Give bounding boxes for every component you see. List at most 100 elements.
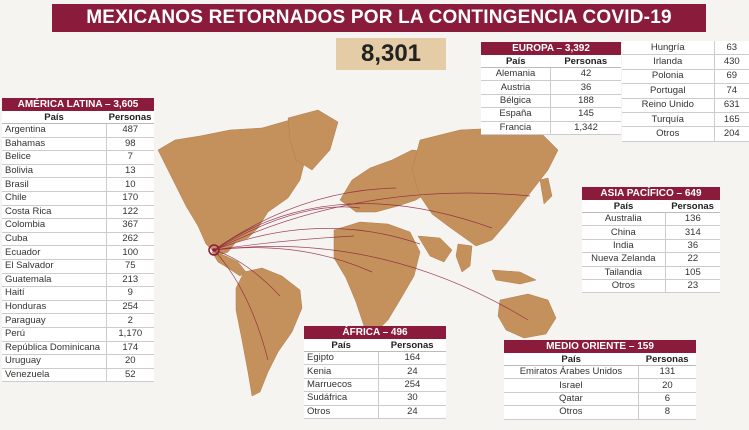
latam-row: Guatemala 213 bbox=[2, 273, 154, 288]
latam-row: Bahamas 98 bbox=[2, 137, 154, 152]
people-cell: 145 bbox=[549, 107, 621, 122]
people-cell: 74 bbox=[713, 83, 749, 99]
latam-row: Bolivia 13 bbox=[2, 164, 154, 179]
people-cell: 487 bbox=[105, 123, 154, 138]
medio-row: Emiratos Árabes Unidos 131 bbox=[504, 365, 696, 380]
people-cell: 262 bbox=[105, 232, 154, 247]
col-country: País bbox=[2, 111, 107, 124]
people-cell: 430 bbox=[713, 54, 749, 70]
country-cell: Austria bbox=[481, 80, 551, 95]
people-cell: 20 bbox=[637, 378, 696, 393]
arabia-shape bbox=[417, 235, 453, 263]
people-cell: 63 bbox=[713, 41, 749, 56]
latam-row: Haití 9 bbox=[2, 286, 154, 301]
country-cell: Hungría bbox=[622, 41, 714, 56]
country-cell: Polonia bbox=[622, 69, 714, 85]
medio-row: Qatar 6 bbox=[504, 392, 696, 407]
europa2-row: Polonia 69 bbox=[622, 69, 749, 85]
africa-panel: ÁFRICA – 496 País Personas Egipto 164 Keni… bbox=[304, 326, 446, 419]
africa-shape bbox=[333, 221, 421, 333]
europa2-row: Reino Unido 631 bbox=[622, 98, 749, 113]
people-cell: 136 bbox=[664, 212, 720, 227]
country-cell: Otros bbox=[304, 405, 379, 419]
latam-row: Chile 170 bbox=[2, 191, 154, 206]
country-cell: Reino Unido bbox=[622, 98, 714, 113]
country-cell: China bbox=[582, 225, 666, 240]
col-country: País bbox=[582, 200, 666, 213]
latam-row: Ecuador 100 bbox=[2, 245, 154, 260]
country-cell: Bolivia bbox=[2, 164, 107, 179]
page-title: MEXICANOS RETORNADOS POR LA CONTINGENCIA… bbox=[52, 4, 706, 32]
middle-east-header: MEDIO ORIENTE – 159 bbox=[504, 340, 696, 353]
people-cell: 10 bbox=[105, 177, 154, 192]
people-cell: 24 bbox=[377, 405, 446, 419]
indonesia-shape bbox=[491, 269, 537, 285]
middle-east-panel: MEDIO ORIENTE – 159 País Personas Emirat… bbox=[504, 340, 696, 420]
europa2-row: Irlanda 430 bbox=[622, 54, 749, 70]
people-cell: 7 bbox=[105, 150, 154, 165]
asia-row: China 314 bbox=[582, 225, 720, 240]
people-cell: 9 bbox=[105, 286, 154, 301]
country-cell: Bélgica bbox=[481, 94, 551, 109]
latam-row: Brasil 10 bbox=[2, 177, 154, 192]
latam-row: Paraguay 2 bbox=[2, 313, 154, 328]
country-cell: Marruecos bbox=[304, 378, 379, 393]
people-cell: 165 bbox=[713, 112, 749, 128]
country-cell: Kenia bbox=[304, 364, 379, 379]
people-cell: 1,170 bbox=[105, 327, 154, 342]
latam-row: Argentina 487 bbox=[2, 123, 154, 138]
people-cell: 367 bbox=[105, 218, 154, 233]
people-cell: 52 bbox=[105, 368, 154, 383]
central-america-shape bbox=[211, 251, 247, 277]
people-cell: 254 bbox=[377, 378, 446, 393]
people-cell: 631 bbox=[713, 98, 749, 113]
africa-row: Egipto 164 bbox=[304, 351, 446, 366]
europa2-row: Hungría 63 bbox=[622, 41, 749, 56]
asia-header: ASIA PACÍFICO – 649 bbox=[582, 187, 720, 200]
route-europe-1 bbox=[213, 187, 397, 251]
latam-header: AMÉRICA LATINA – 3,605 bbox=[2, 98, 154, 111]
route-europe-2 bbox=[213, 206, 361, 251]
people-cell: 188 bbox=[549, 94, 621, 109]
route-asia bbox=[213, 192, 531, 251]
country-cell: Costa Rica bbox=[2, 205, 107, 220]
people-cell: 213 bbox=[105, 273, 154, 288]
europe-table-continued: Hungría 63 Irlanda 430 Polonia 69 Portugal 74 Re… bbox=[622, 41, 749, 142]
people-cell: 6 bbox=[637, 392, 696, 407]
europa-row: España 145 bbox=[481, 107, 621, 122]
europa-row: Austria 36 bbox=[481, 80, 621, 95]
asia-row: Otros 23 bbox=[582, 279, 720, 294]
people-cell: 1,342 bbox=[549, 121, 621, 135]
asia-table: País Personas Australia 136 China 314 India 3… bbox=[582, 200, 720, 294]
route-europe-3 bbox=[213, 203, 493, 251]
country-cell: Chile bbox=[2, 191, 107, 206]
india-shape bbox=[455, 243, 473, 273]
europa2-row: Turquía 165 bbox=[622, 112, 749, 128]
country-cell: Alemania bbox=[481, 67, 551, 82]
country-cell: Ecuador bbox=[2, 245, 107, 260]
people-cell: 24 bbox=[377, 364, 446, 379]
col-people: Personas bbox=[665, 200, 720, 213]
country-cell: Sudáfrica bbox=[304, 391, 379, 406]
country-cell: Guatemala bbox=[2, 273, 107, 288]
people-cell: 131 bbox=[637, 365, 696, 380]
latam-row: Costa Rica 122 bbox=[2, 205, 154, 220]
col-people: Personas bbox=[550, 55, 621, 68]
north-america-shape bbox=[157, 119, 319, 257]
country-cell: Paraguay bbox=[2, 313, 107, 328]
total-returned: 8,301 bbox=[336, 38, 446, 70]
africa-row: Sudáfrica 30 bbox=[304, 391, 446, 406]
people-cell: 170 bbox=[105, 191, 154, 206]
country-cell: Turquía bbox=[622, 112, 714, 128]
country-cell: España bbox=[481, 107, 551, 122]
latam-row: Perú 1,170 bbox=[2, 327, 154, 342]
country-cell: República Dominicana bbox=[2, 341, 107, 356]
country-cell: Nueva Zelanda bbox=[582, 252, 666, 267]
country-cell: Otros bbox=[622, 126, 714, 142]
people-cell: 8 bbox=[637, 405, 696, 420]
people-cell: 164 bbox=[377, 351, 446, 366]
asia-shape bbox=[411, 127, 559, 247]
latam-row: El Salvador 75 bbox=[2, 259, 154, 274]
